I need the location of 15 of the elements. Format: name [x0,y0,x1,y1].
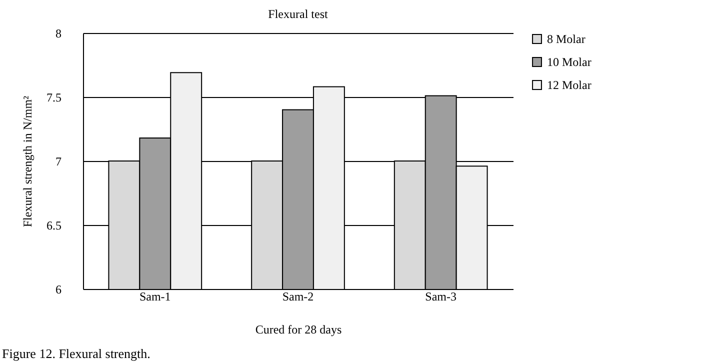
y-axis-title: Flexural strength in N/mm² [20,95,34,228]
x-tick-label: Sam-2 [282,290,314,304]
y-tick-label: 6 [56,282,62,296]
caption: Figure 12. Flexural strength. [2,346,150,362]
y-tick-label: 7 [56,154,62,168]
y-tick-label: 8 [56,26,62,40]
x-tick-label: Sam-1 [139,290,171,304]
x-axis-title: Cured for 28 days [255,322,342,336]
legend-label: 10 Molar [547,55,592,69]
legend-label: 12 Molar [547,78,592,92]
chart-title: Flexural test [268,7,328,21]
y-tick-label: 7.5 [46,90,62,104]
legend-label: 8 Molar [547,32,586,46]
y-tick-label: 6.5 [46,218,62,232]
x-tick-label: Sam-3 [425,290,457,304]
